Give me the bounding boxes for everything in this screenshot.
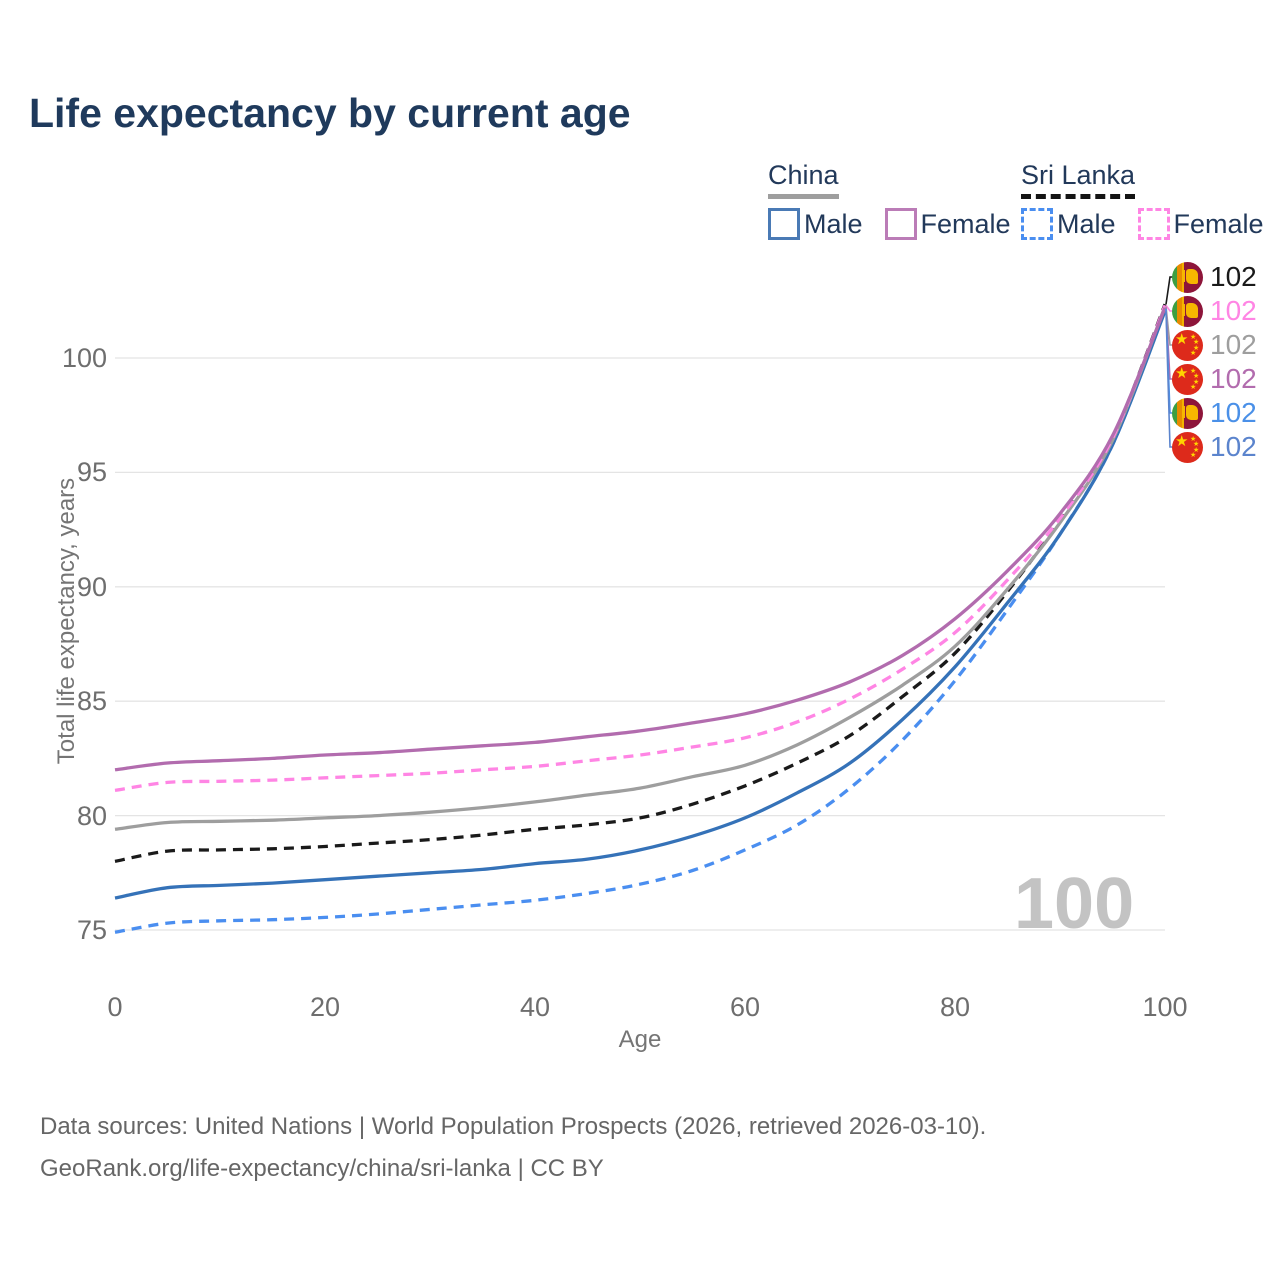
legend-label-china-female[interactable]: Female: [920, 208, 1011, 239]
legend-header-sri-lanka: Sri Lanka: [1021, 160, 1136, 199]
x-tick-label: 0: [107, 992, 123, 1022]
legend-swatch-china-female[interactable]: [884, 208, 917, 240]
series-line-china-male[interactable]: [114, 310, 1167, 900]
data-source-footer: Data sources: United Nations | World Pop…: [40, 1106, 986, 1190]
end-label-row[interactable]: ★ ★ ★ ★ ★ 102: [1172, 430, 1257, 464]
y-tick-label: 85: [76, 686, 107, 717]
footer-line1: Data sources: United Nations | World Pop…: [40, 1113, 987, 1140]
end-label-value: 102: [1210, 431, 1257, 462]
legend-label-sri-lanka-male[interactable]: Male: [1057, 208, 1116, 239]
end-label-column: 102 102 ★ ★ ★ ★ ★ 102 ★ ★ ★ ★ ★ 102 102 ★ ★ ★ ★ ★ 10…: [1172, 260, 1257, 464]
end-label-value: 102: [1210, 261, 1257, 292]
legend-header-china: China: [768, 160, 839, 199]
end-label-value: 102: [1210, 397, 1257, 428]
end-label-value: 102: [1210, 295, 1257, 326]
legend-swatch-china-male[interactable]: [768, 208, 800, 240]
series-line-sri-lanka-male[interactable]: [114, 308, 1167, 934]
end-label-row[interactable]: ★ ★ ★ ★ ★ 102: [1172, 328, 1257, 362]
watermark-100: 100: [1014, 864, 1135, 944]
x-tick-label: 60: [729, 992, 761, 1022]
series-line-sri-lanka[interactable]: [114, 303, 1167, 864]
sri-lanka-flag-icon: [1172, 397, 1203, 429]
end-label-row[interactable]: 102: [1172, 260, 1257, 294]
y-tick-label: 75: [76, 915, 107, 945]
china-flag-icon: ★ ★ ★ ★ ★: [1172, 363, 1203, 395]
footer-line2: GeoRank.org/life-expectancy/china/sri-la…: [40, 1155, 604, 1182]
legend-group-china: China Male Female: [768, 160, 1029, 240]
series-line-china-female[interactable]: [114, 307, 1167, 772]
y-tick-label: 100: [61, 343, 107, 373]
y-tick-label: 95: [76, 457, 107, 488]
end-label-value: 102: [1210, 363, 1257, 394]
x-tick-label: 100: [1142, 992, 1188, 1022]
legend-swatch-sri-lanka-male[interactable]: [1021, 208, 1053, 240]
china-flag-icon: ★ ★ ★ ★ ★: [1172, 329, 1203, 361]
y-tick-label: 90: [76, 571, 107, 602]
sri-lanka-flag-icon: [1172, 261, 1203, 293]
end-label-row[interactable]: 102: [1172, 294, 1257, 328]
series-line-sri-lanka-female[interactable]: [114, 304, 1167, 793]
legend-label-sri-lanka-female[interactable]: Female: [1173, 208, 1264, 239]
y-tick-label: 80: [76, 800, 107, 831]
legend-group-sri-lanka: Sri Lanka Male Female: [1021, 160, 1280, 240]
page-title: Life expectancy by current age: [29, 90, 631, 136]
sri-lanka-flag-icon: [1172, 295, 1203, 327]
x-tick-label: 40: [519, 992, 551, 1022]
x-tick-label: 20: [309, 992, 341, 1022]
china-flag-icon: ★ ★ ★ ★ ★: [1172, 431, 1203, 463]
legend-label-china-male[interactable]: Male: [804, 208, 863, 239]
x-axis-title: Age: [618, 1026, 662, 1053]
series-line-china[interactable]: [114, 305, 1167, 831]
end-label-value: 102: [1210, 329, 1257, 360]
x-tick-label: 80: [939, 992, 971, 1022]
end-label-row[interactable]: 102: [1172, 396, 1257, 430]
end-label-row[interactable]: ★ ★ ★ ★ ★ 102: [1172, 362, 1257, 396]
legend-swatch-sri-lanka-female[interactable]: [1137, 208, 1170, 240]
